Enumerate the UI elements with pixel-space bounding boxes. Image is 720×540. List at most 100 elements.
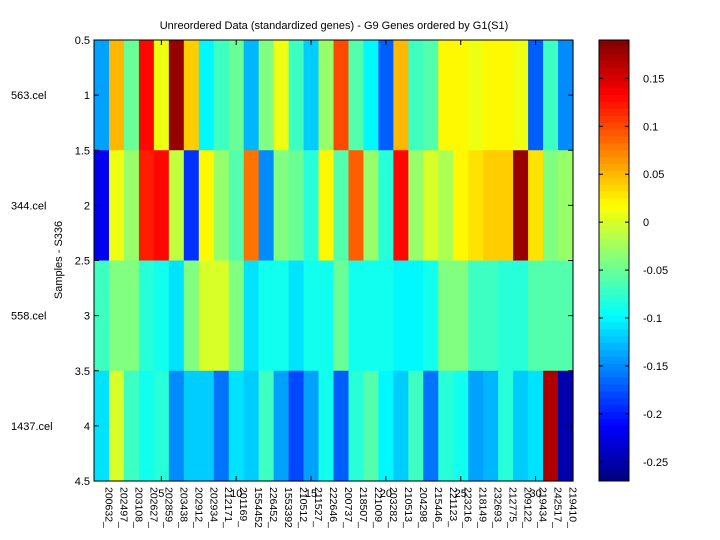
colorbar-segment bbox=[599, 95, 629, 103]
heatmap-cell bbox=[273, 40, 290, 151]
heatmap-cell bbox=[393, 260, 409, 372]
heatmap-cell bbox=[183, 370, 200, 482]
column-label: 221009_ bbox=[372, 487, 384, 528]
colorbar-segment bbox=[599, 288, 629, 296]
heatmap-cell bbox=[423, 40, 439, 151]
colorbar-tick-label: -0.2 bbox=[643, 409, 662, 421]
colorbar-tick-label: -0.15 bbox=[643, 361, 668, 373]
heatmap-cell bbox=[513, 150, 529, 262]
heatmap-cell bbox=[168, 150, 185, 262]
heatmap-cell bbox=[123, 260, 140, 372]
heatmap-cell bbox=[528, 370, 544, 482]
column-label: 200632_ bbox=[102, 487, 114, 528]
heatmap-cell bbox=[243, 370, 260, 482]
heatmap-cell bbox=[393, 370, 409, 482]
heatmap-cell bbox=[438, 260, 454, 372]
colorbar-segment bbox=[599, 212, 629, 220]
heatmap-cell bbox=[408, 150, 424, 262]
heatmap-cell bbox=[318, 260, 335, 372]
heatmap-cell bbox=[543, 150, 559, 262]
heatmap-cell bbox=[513, 370, 529, 482]
colorbar-tick-label: 0.15 bbox=[643, 73, 664, 85]
colorbar-segment bbox=[599, 143, 629, 151]
colorbar-tick-label: -0.25 bbox=[643, 457, 668, 469]
heatmap-cell bbox=[303, 150, 320, 262]
heatmap-cell bbox=[258, 150, 275, 262]
heatmap-cell bbox=[333, 40, 350, 151]
heatmap-cell bbox=[288, 40, 305, 151]
x-tick-label: 30 bbox=[529, 488, 541, 500]
heatmap-cell bbox=[123, 150, 140, 262]
colorbar-segment bbox=[599, 157, 629, 165]
colorbar-segment bbox=[599, 274, 629, 282]
column-label: 221123_ bbox=[447, 487, 459, 527]
row-label: 1437.cel bbox=[11, 421, 53, 433]
colorbar-segment bbox=[599, 205, 629, 213]
heatmap-cell bbox=[288, 150, 305, 262]
colorbar-segment bbox=[599, 164, 629, 172]
heatmap-cell bbox=[498, 40, 514, 151]
column-label: 203282_ bbox=[387, 487, 399, 528]
heatmap-cell bbox=[303, 40, 320, 151]
heatmap-cell bbox=[243, 260, 260, 372]
colorbar-segment bbox=[599, 170, 629, 179]
heatmap-cell bbox=[198, 370, 215, 482]
colorbar-segment bbox=[599, 67, 629, 75]
colorbar-segment bbox=[599, 136, 629, 144]
heatmap-cell bbox=[528, 150, 544, 262]
colorbar-segment bbox=[599, 384, 629, 392]
colorbar-segment bbox=[599, 377, 629, 386]
colorbar-segment bbox=[599, 177, 629, 186]
column-label: 212171_ bbox=[222, 487, 234, 528]
colorbar-segment bbox=[599, 294, 629, 303]
colorbar-segment bbox=[599, 81, 629, 89]
colorbar-segment bbox=[599, 74, 629, 82]
colorbar-ticks: 0.15 0.1 0.05 0 -0.05 -0.1 -0.15 -0.2 -0.25 bbox=[599, 73, 668, 469]
y-tick-label: 4 bbox=[84, 421, 90, 433]
colorbar-segment bbox=[599, 446, 629, 454]
y-tick-label: 1 bbox=[84, 90, 90, 102]
colorbar-segment bbox=[599, 184, 629, 193]
x-tick-label: 10 bbox=[230, 488, 242, 500]
heatmap-cell bbox=[558, 150, 574, 262]
column-label: 203438_ bbox=[177, 487, 189, 528]
heatmap-cell bbox=[558, 260, 574, 372]
row-label: 344.cel bbox=[11, 200, 46, 212]
colorbar-segment bbox=[599, 108, 629, 117]
heatmap-cell bbox=[198, 150, 215, 262]
heatmap-cell bbox=[543, 260, 559, 372]
heatmap-cell bbox=[423, 370, 439, 482]
heatmap-cell bbox=[378, 370, 394, 482]
colorbar-segment bbox=[599, 60, 629, 69]
colorbar-segment bbox=[599, 322, 629, 330]
colorbar-segment bbox=[599, 315, 629, 324]
heatmap-cell bbox=[138, 40, 155, 151]
heatmap-cell bbox=[468, 370, 484, 482]
heatmap-cell bbox=[153, 150, 170, 262]
column-label: 200737_ bbox=[342, 487, 354, 528]
colorbar-segment bbox=[599, 425, 629, 434]
column-label: 211527_ bbox=[312, 487, 324, 527]
heatmap-cell bbox=[453, 260, 469, 372]
colorbar-segment bbox=[599, 336, 629, 344]
colorbar-segment bbox=[599, 102, 629, 110]
y-tick-label: 3 bbox=[84, 311, 90, 323]
heatmap-cell bbox=[468, 150, 484, 262]
x-tick-label: 5 bbox=[158, 488, 164, 500]
heatmap-cell bbox=[183, 260, 200, 372]
heatmap-cell bbox=[348, 150, 365, 262]
heatmap-cell bbox=[168, 260, 185, 372]
y-tick-label: 2 bbox=[84, 200, 90, 212]
heatmap-cell bbox=[498, 150, 514, 262]
heatmap-cell bbox=[483, 370, 499, 482]
colorbar-segment bbox=[599, 432, 629, 441]
heatmap-cell bbox=[453, 370, 469, 482]
heatmap-cell bbox=[348, 260, 365, 372]
heatmap-cell bbox=[468, 260, 484, 372]
heatmap-cell bbox=[228, 150, 245, 262]
heatmap-cell bbox=[468, 40, 484, 151]
colorbar-segment bbox=[599, 370, 629, 379]
colorbar-segment bbox=[599, 301, 629, 310]
colorbar-segment bbox=[599, 88, 629, 96]
heatmap-cell bbox=[273, 370, 290, 482]
